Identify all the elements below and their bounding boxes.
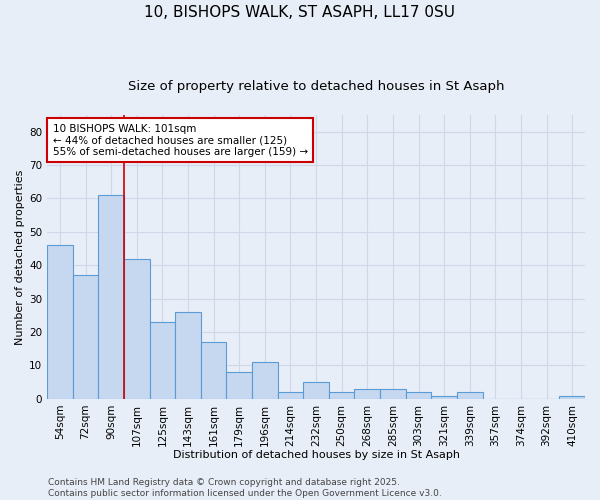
Bar [431,396,457,399]
Bar [329,392,355,399]
Bar [355,389,380,399]
Bar [252,362,278,399]
Bar [380,389,406,399]
Bar [175,312,201,399]
Bar [559,396,585,399]
Bar [73,276,98,399]
X-axis label: Distribution of detached houses by size in St Asaph: Distribution of detached houses by size … [173,450,460,460]
Bar [149,322,175,399]
Bar [201,342,226,399]
Bar [124,258,149,399]
Bar [98,195,124,399]
Text: 10, BISHOPS WALK, ST ASAPH, LL17 0SU: 10, BISHOPS WALK, ST ASAPH, LL17 0SU [145,5,455,20]
Text: 10 BISHOPS WALK: 101sqm
← 44% of detached houses are smaller (125)
55% of semi-d: 10 BISHOPS WALK: 101sqm ← 44% of detache… [53,124,308,156]
Title: Size of property relative to detached houses in St Asaph: Size of property relative to detached ho… [128,80,505,93]
Bar [406,392,431,399]
Bar [226,372,252,399]
Bar [303,382,329,399]
Bar [457,392,482,399]
Y-axis label: Number of detached properties: Number of detached properties [15,169,25,344]
Text: Contains HM Land Registry data © Crown copyright and database right 2025.
Contai: Contains HM Land Registry data © Crown c… [48,478,442,498]
Bar [47,245,73,399]
Bar [278,392,303,399]
